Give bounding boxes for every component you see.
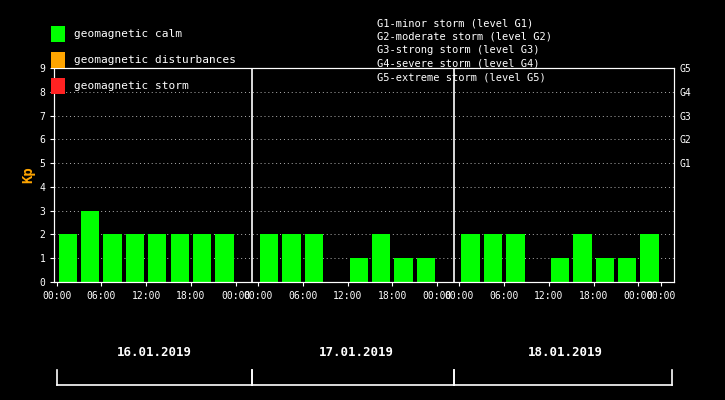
Bar	[640, 234, 659, 282]
Bar	[193, 234, 211, 282]
Text: G1-minor storm (level G1)
G2-moderate storm (level G2)
G3-strong storm (level G3: G1-minor storm (level G1) G2-moderate st…	[377, 18, 552, 82]
Text: geomagnetic storm: geomagnetic storm	[74, 81, 188, 91]
Bar	[104, 234, 122, 282]
Bar	[125, 234, 144, 282]
Bar	[596, 258, 614, 282]
Text: geomagnetic disturbances: geomagnetic disturbances	[74, 55, 236, 65]
Bar	[148, 234, 167, 282]
Bar	[417, 258, 435, 282]
Bar	[59, 234, 77, 282]
Bar	[618, 258, 637, 282]
Bar	[573, 234, 592, 282]
Bar	[215, 234, 233, 282]
Text: geomagnetic calm: geomagnetic calm	[74, 29, 182, 39]
Bar	[372, 234, 390, 282]
Bar	[170, 234, 189, 282]
Bar	[551, 258, 569, 282]
Y-axis label: Kp: Kp	[21, 167, 36, 183]
Bar	[304, 234, 323, 282]
Bar	[349, 258, 368, 282]
Text: 17.01.2019: 17.01.2019	[318, 346, 394, 359]
Bar	[283, 234, 301, 282]
Bar	[484, 234, 502, 282]
Bar	[461, 234, 480, 282]
Bar	[394, 258, 413, 282]
Bar	[506, 234, 525, 282]
Text: 18.01.2019: 18.01.2019	[529, 346, 603, 359]
Text: 16.01.2019: 16.01.2019	[117, 346, 192, 359]
Bar	[81, 211, 99, 282]
Bar	[260, 234, 278, 282]
